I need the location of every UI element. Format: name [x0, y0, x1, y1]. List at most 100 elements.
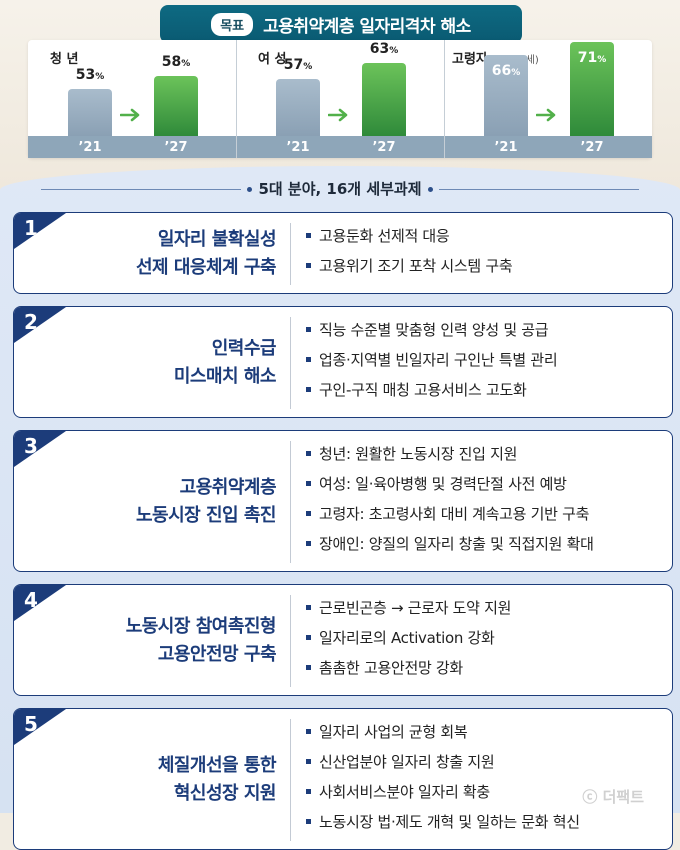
task-card-1: 1 일자리 불확실성 선제 대응체계 구축 고용둔화 선제적 대응 고용위기 조기 포착…	[13, 212, 673, 294]
square-bullet-icon	[306, 728, 311, 734]
task-item-text: 고용위기 조기 포착 시스템 구축	[319, 257, 513, 275]
year-tick-label: ’21	[78, 140, 102, 155]
year-tick-label: ’27	[580, 140, 604, 155]
task-item-text: 구인-구직 매칭 고용서비스 고도화	[319, 381, 527, 399]
task-heading-line: 고용안전망 구축	[157, 644, 277, 665]
task-item-text: 여성: 일·육아병행 및 경력단절 사전 예방	[319, 475, 567, 493]
task-item-text: 사회서비스분야 일자리 확충	[319, 783, 490, 801]
task-item: 고용둔화 선제적 대응	[304, 221, 512, 251]
goal-title-bar: 목표 고용취약계층 일자리격차 해소	[160, 5, 522, 43]
task-item-text: 직능 수준별 맞춤형 인력 양성 및 공급	[319, 321, 549, 339]
arrow-right-icon	[120, 108, 140, 122]
task-item: 직능 수준별 맞춤형 인력 양성 및 공급	[304, 315, 557, 345]
task-item: 일자리로의 Activation 강화	[304, 623, 511, 653]
group-label-text: 청 년	[50, 52, 79, 67]
subtitle-text: 5대 분야, 16개 세부과제	[258, 180, 422, 198]
bar-value-number: 53	[75, 67, 96, 84]
task-item: 노동시장 법·제도 개혁 및 일하는 문화 혁신	[304, 807, 580, 837]
subtitle-dot	[247, 187, 253, 192]
square-bullet-icon	[306, 664, 311, 670]
bar-value-number: 63	[369, 41, 390, 58]
bar-value-number: 71	[577, 50, 598, 67]
bar-value-number: 57	[283, 56, 304, 73]
task-item-text: 고용둔화 선제적 대응	[319, 227, 450, 245]
bar-value-number: 66	[491, 63, 512, 80]
task-heading-line: 노동시장 진입 촉진	[135, 505, 277, 526]
task-heading-line: 인력수급	[211, 338, 277, 359]
square-bullet-icon	[306, 480, 311, 486]
bar-value-label: 71%	[567, 50, 617, 66]
task-item: 일자리 사업의 균형 회복	[304, 717, 580, 747]
bar-y2021	[484, 55, 528, 136]
task-heading-line: 선제 대응체계 구축	[135, 257, 277, 278]
square-bullet-icon	[306, 634, 311, 640]
bar-y2021	[276, 78, 320, 136]
section-subtitle: 5대 분야, 16개 세부과제	[0, 178, 680, 199]
task-number-badge: 3	[14, 431, 66, 467]
task-heading-line: 일자리 불확실성	[157, 229, 277, 250]
bar-y2021	[68, 89, 112, 136]
group-label-text: 여 성	[258, 52, 287, 67]
task-item: 여성: 일·육아병행 및 경력단절 사전 예방	[304, 469, 594, 499]
square-bullet-icon	[306, 356, 311, 362]
task-item: 촘촘한 고용안전망 강화	[304, 653, 511, 683]
task-item: 장애인: 양질의 일자리 창출 및 직접지원 확대	[304, 529, 594, 559]
bar-value-unit: %	[181, 59, 191, 70]
task-item: 청년: 원활한 노동시장 진입 지원	[304, 439, 594, 469]
chart-axis-band	[28, 136, 652, 158]
task-item-text: 일자리 사업의 균형 회복	[319, 723, 468, 741]
task-heading: 인력수급 미스매치 해소	[54, 335, 277, 391]
goal-title: 고용취약계층 일자리격차 해소	[263, 16, 471, 37]
bar-value-number: 58	[161, 54, 182, 71]
square-bullet-icon	[306, 818, 311, 824]
square-bullet-icon	[306, 326, 311, 332]
task-item: 고령자: 초고령사회 대비 계속고용 기반 구축	[304, 499, 594, 529]
task-divider	[290, 223, 291, 285]
group-label-text: 고령자	[452, 52, 488, 67]
task-item-text: 일자리로의 Activation 강화	[319, 629, 495, 647]
square-bullet-icon	[306, 262, 311, 268]
task-item: 신산업분야 일자리 창출 지원	[304, 747, 580, 777]
square-bullet-icon	[306, 450, 311, 456]
square-bullet-icon	[306, 232, 311, 238]
bar-value-label: 63%	[359, 41, 409, 57]
square-bullet-icon	[306, 540, 311, 546]
square-bullet-icon	[306, 758, 311, 764]
task-heading-line: 고용취약계층	[179, 477, 277, 498]
subtitle-dot	[427, 187, 433, 192]
bar-value-unit: %	[511, 68, 521, 79]
bar-value-unit: %	[303, 61, 313, 72]
bar-y2027	[362, 63, 406, 136]
task-heading-line: 혁신성장 지원	[173, 783, 277, 804]
task-item-text: 업종·지역별 빈일자리 구인난 특별 관리	[319, 351, 558, 369]
chart-group-label: 여 성	[258, 48, 286, 67]
task-item: 고용위기 조기 포착 시스템 구축	[304, 251, 513, 281]
task-heading-line: 노동시장 참여촉진형	[125, 616, 277, 637]
task-item: 근로빈곤층 → 근로자 도약 지원	[304, 593, 511, 623]
task-heading-line: 체질개선을 통한	[157, 755, 277, 776]
chart-divider	[236, 40, 237, 158]
task-card-4: 4 노동시장 참여촉진형 고용안전망 구축 근로빈곤층 → 근로자 도약 지원 일자리로…	[13, 584, 673, 696]
bar-value-unit: %	[597, 55, 607, 66]
task-divider	[290, 595, 291, 687]
chart-divider	[444, 40, 445, 158]
task-card-2: 2 인력수급 미스매치 해소 직능 수준별 맞춤형 인력 양성 및 공급 업종·지역별 …	[13, 306, 673, 418]
year-tick-label: ’21	[494, 140, 518, 155]
square-bullet-icon	[306, 604, 311, 610]
year-tick-label: ’21	[286, 140, 310, 155]
task-number-badge: 5	[14, 709, 66, 745]
bar-value-unit: %	[95, 72, 105, 83]
task-item: 업종·지역별 빈일자리 구인난 특별 관리	[304, 345, 558, 375]
subtitle-rule	[41, 189, 242, 190]
